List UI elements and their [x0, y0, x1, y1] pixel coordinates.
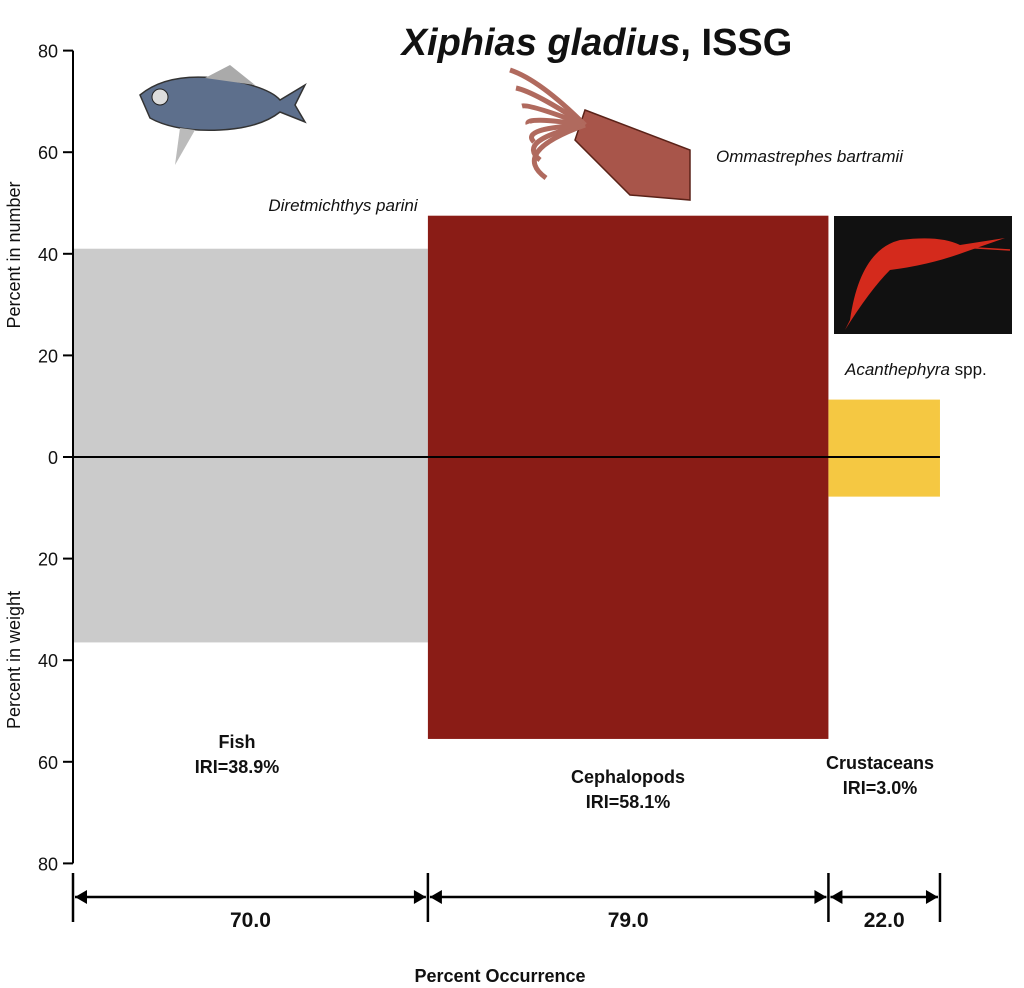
squid-mantle: [574, 109, 691, 201]
shrimp-antenna: [959, 246, 1011, 251]
shrimp-body: [845, 238, 1005, 330]
title-rest: , ISSG: [680, 22, 792, 64]
species-label: Acanthephyra spp.: [844, 360, 987, 379]
group-name: Cephalopods: [571, 767, 685, 787]
y-tick-label: 40: [38, 245, 58, 265]
y-tick-label: 60: [38, 143, 58, 163]
group-name: Fish: [218, 732, 255, 752]
shrimp-image: [845, 238, 1011, 330]
species-italic: Diretmichthys parini: [268, 196, 418, 215]
fish-fin: [175, 128, 195, 165]
species-italic: Ommastrephes bartramii: [716, 147, 904, 166]
shrimp-image-background: [834, 216, 1012, 334]
arrow-head-left: [429, 890, 442, 904]
species-rest: spp.: [950, 360, 987, 379]
bar-crustaceans: [828, 399, 940, 497]
y-tick-label: 0: [48, 448, 58, 468]
arrow-head-right: [413, 890, 426, 904]
occurrence-value: 79.0: [608, 909, 649, 932]
y-label-weight: Percent in weight: [4, 591, 24, 729]
fish-body: [139, 76, 307, 131]
occurrence-value: 22.0: [864, 909, 905, 932]
occurrence-value: 70.0: [230, 909, 271, 932]
species-label: Ommastrephes bartramii: [716, 147, 904, 166]
y-tick-label: 80: [38, 42, 58, 62]
species-italic: Acanthephyra: [844, 360, 950, 379]
squid-arm: [531, 122, 586, 181]
species-label: Diretmichthys parini: [268, 196, 418, 215]
iri-label: IRI=58.1%: [586, 792, 671, 812]
y-tick-label: 40: [38, 651, 58, 671]
x-label: Percent Occurrence: [414, 966, 585, 986]
fish-image: [139, 65, 307, 165]
arrow-head-left: [830, 890, 843, 904]
title-italic: Xiphias gladius: [400, 22, 681, 64]
squid-image: [509, 67, 691, 201]
y-tick-label: 20: [38, 346, 58, 366]
y-tick-label: 80: [38, 854, 58, 874]
fish-eye: [151, 88, 169, 106]
bar-cephalopods: [427, 215, 829, 739]
y-label-number: Percent in number: [4, 181, 24, 328]
group-name: Crustaceans: [826, 753, 934, 773]
y-tick-label: 20: [38, 550, 58, 570]
arrow-head-right: [814, 890, 827, 904]
arrow-head-left: [75, 890, 87, 904]
iri-label: IRI=38.9%: [195, 757, 280, 777]
bar-fish: [73, 248, 428, 643]
arrow-head-right: [925, 890, 938, 904]
chart-title: Xiphias gladius, ISSG: [400, 22, 793, 64]
y-tick-label: 60: [38, 753, 58, 773]
fish-fin: [205, 65, 255, 85]
iri-label: IRI=3.0%: [843, 778, 918, 798]
